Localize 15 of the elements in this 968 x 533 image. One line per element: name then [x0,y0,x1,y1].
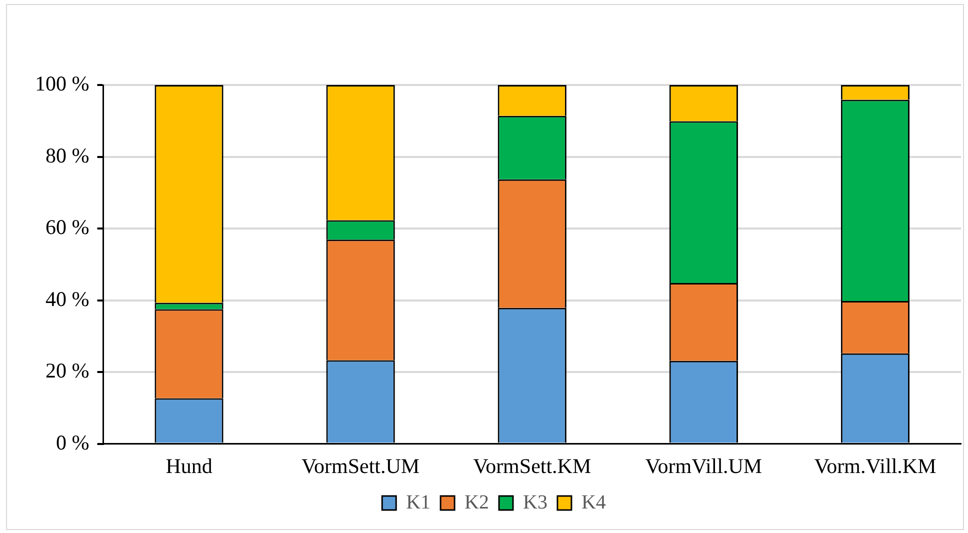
x-tick-label: VormVill.UM [645,454,762,478]
y-tick-label: 60 % [45,215,90,240]
x-tick-label: VormSett.UM [302,454,420,478]
y-tick-label: 0 % [56,430,90,454]
legend-label: K1 [406,491,431,514]
y-tick-label: 20 % [45,358,90,383]
y-tick-label: 40 % [45,286,90,311]
legend-label: K3 [523,491,548,514]
x-tick-label: Vorm.Vill.KM [814,454,937,478]
x-tick-label: Hund [166,454,213,478]
legend-label: K2 [464,491,490,514]
y-tick-label: 80 % [45,143,90,168]
x-tick-label: VormSett.KM [473,454,592,478]
y-tick-label: 100 % [34,72,90,96]
legend-label: K4 [581,491,606,514]
